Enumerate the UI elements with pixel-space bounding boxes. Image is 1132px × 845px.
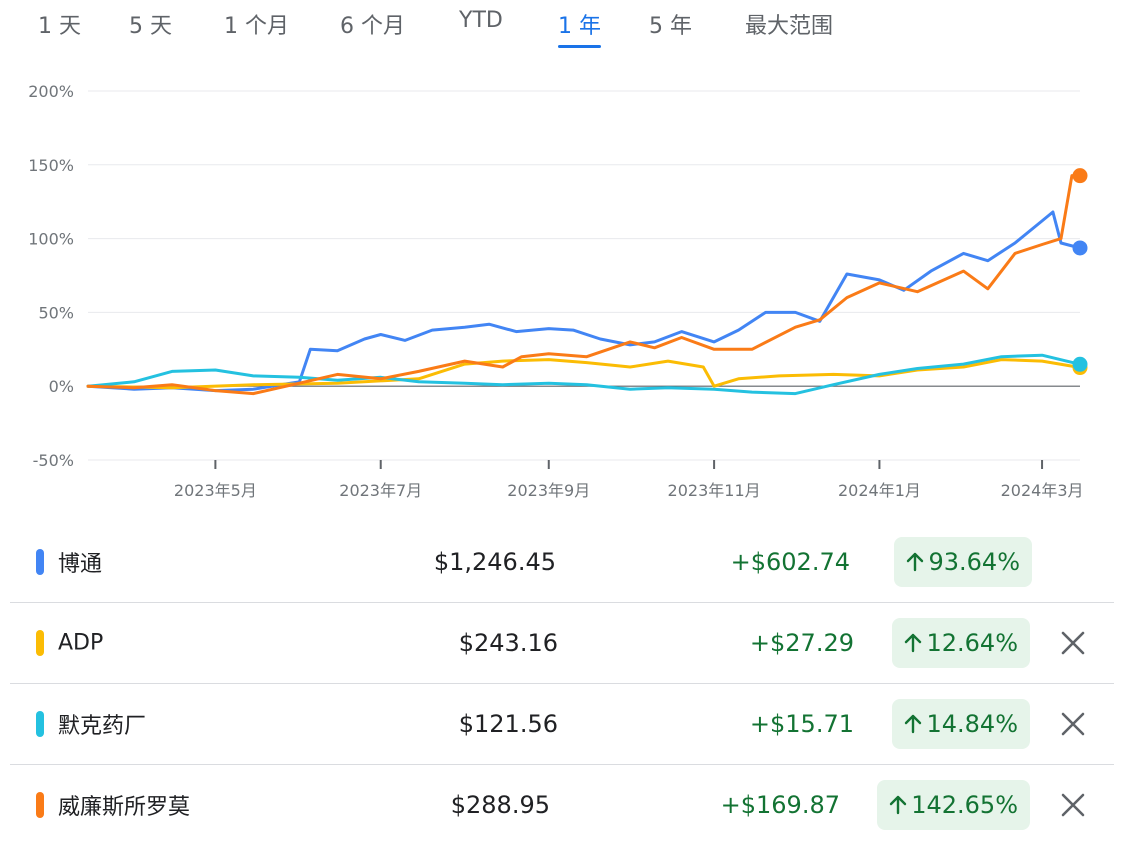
tab-label: 5 天 <box>129 14 172 39</box>
series-end-marker-2 <box>1072 356 1088 372</box>
stock-percent-badge: 14.84% <box>892 699 1030 749</box>
close-icon[interactable] <box>1058 790 1088 820</box>
series-line-3 <box>86 174 1082 396</box>
y-tick-label: -50% <box>33 451 74 470</box>
series-color-swatch <box>36 711 44 737</box>
tab-5d[interactable]: 5 天 <box>129 8 172 40</box>
series-line-0 <box>86 210 1082 393</box>
series-layer <box>86 174 1082 396</box>
x-tick-label: 2023年11月 <box>668 481 761 500</box>
comparison-line-chart[interactable]: -50% 0% 50% 100% 150% 200% 2023年5月 2023年7月 2023年… <box>0 70 1132 510</box>
tab-label: 6 个月 <box>340 14 405 39</box>
stock-percent: 14.84% <box>926 710 1018 738</box>
x-tick-label: 2023年9月 <box>507 481 590 500</box>
stock-row-adp[interactable]: ADP $243.16 +$27.29 12.64% <box>10 603 1114 684</box>
arrow-up-icon <box>907 552 924 572</box>
y-tick-label: 50% <box>38 303 74 322</box>
stock-name: 博通 <box>58 552 103 577</box>
y-tick-label: 200% <box>28 82 74 101</box>
series-line-2 <box>86 353 1082 396</box>
stock-row-williams-sonoma[interactable]: 威廉斯所罗莫 $288.95 +$169.87 142.65% <box>10 765 1114 845</box>
series-color-swatch <box>36 630 44 656</box>
stock-change: +$15.71 <box>749 710 854 738</box>
tab-label: 1 年 <box>558 14 601 39</box>
tab-1m[interactable]: 1 个月 <box>224 8 289 40</box>
arrow-up-icon <box>890 795 907 815</box>
tab-ytd[interactable]: YTD <box>459 8 503 33</box>
stock-name: 默克药厂 <box>58 714 147 739</box>
stock-price: $243.16 <box>458 629 558 657</box>
tab-5y[interactable]: 5 年 <box>649 8 692 40</box>
tab-label: YTD <box>459 8 503 33</box>
stock-percent: 12.64% <box>926 629 1018 657</box>
stock-change: +$602.74 <box>730 548 850 576</box>
y-tick-label: 0% <box>49 377 74 396</box>
stock-change: +$27.29 <box>749 629 854 657</box>
close-icon[interactable] <box>1058 709 1088 739</box>
stock-change: +$169.87 <box>720 791 840 819</box>
x-tick-label: 2023年5月 <box>174 481 257 500</box>
stock-percent-badge: 142.65% <box>877 780 1030 830</box>
tab-label: 5 年 <box>649 14 692 39</box>
stock-price: $1,246.45 <box>433 548 556 576</box>
series-color-swatch <box>36 792 44 818</box>
tab-label: 最大范围 <box>745 14 834 39</box>
arrow-up-icon <box>905 633 922 653</box>
active-tab-underline <box>558 45 601 48</box>
stock-list: 博通 $1,246.45 +$602.74 93.64% ADP $243.16… <box>10 522 1114 845</box>
stock-price: $288.95 <box>450 791 550 819</box>
series-end-marker-3 <box>1072 168 1088 184</box>
series-line-1 <box>86 358 1082 390</box>
series-color-swatch <box>36 549 44 575</box>
series-end-marker-0 <box>1072 240 1088 256</box>
x-tick-label: 2024年1月 <box>838 481 921 500</box>
stock-percent-badge: 93.64% <box>894 537 1032 587</box>
time-range-tabs: 1 天 5 天 1 个月 6 个月 YTD 1 年 5 年 最大范围 <box>0 0 1132 48</box>
stock-percent-badge: 12.64% <box>892 618 1030 668</box>
stock-percent: 93.64% <box>928 548 1020 576</box>
stock-price: $121.56 <box>458 710 558 738</box>
x-tick-label: 2024年3月 <box>1001 481 1084 500</box>
x-tick-label: 2023年7月 <box>339 481 422 500</box>
tab-label: 1 个月 <box>224 14 289 39</box>
stock-name: 威廉斯所罗莫 <box>58 795 191 820</box>
stock-name: ADP <box>58 630 104 656</box>
arrow-up-icon <box>905 714 922 734</box>
stock-row-broadcom[interactable]: 博通 $1,246.45 +$602.74 93.64% <box>10 522 1114 603</box>
tab-6m[interactable]: 6 个月 <box>340 8 405 40</box>
tab-1y[interactable]: 1 年 <box>558 8 601 48</box>
stock-row-merck[interactable]: 默克药厂 $121.56 +$15.71 14.84% <box>10 684 1114 765</box>
tab-label: 1 天 <box>38 14 81 39</box>
stock-percent: 142.65% <box>911 791 1018 819</box>
grid-layer <box>88 90 1080 461</box>
close-icon[interactable] <box>1058 628 1088 658</box>
tab-max[interactable]: 最大范围 <box>745 8 833 40</box>
y-tick-label: 150% <box>28 156 74 175</box>
axis-layer: -50% 0% 50% 100% 150% 200% 2023年5月 2023年7月 2023年… <box>28 82 1083 500</box>
tab-1d[interactable]: 1 天 <box>38 8 81 40</box>
end-marker-layer <box>1072 168 1088 376</box>
y-tick-label: 100% <box>28 230 74 249</box>
